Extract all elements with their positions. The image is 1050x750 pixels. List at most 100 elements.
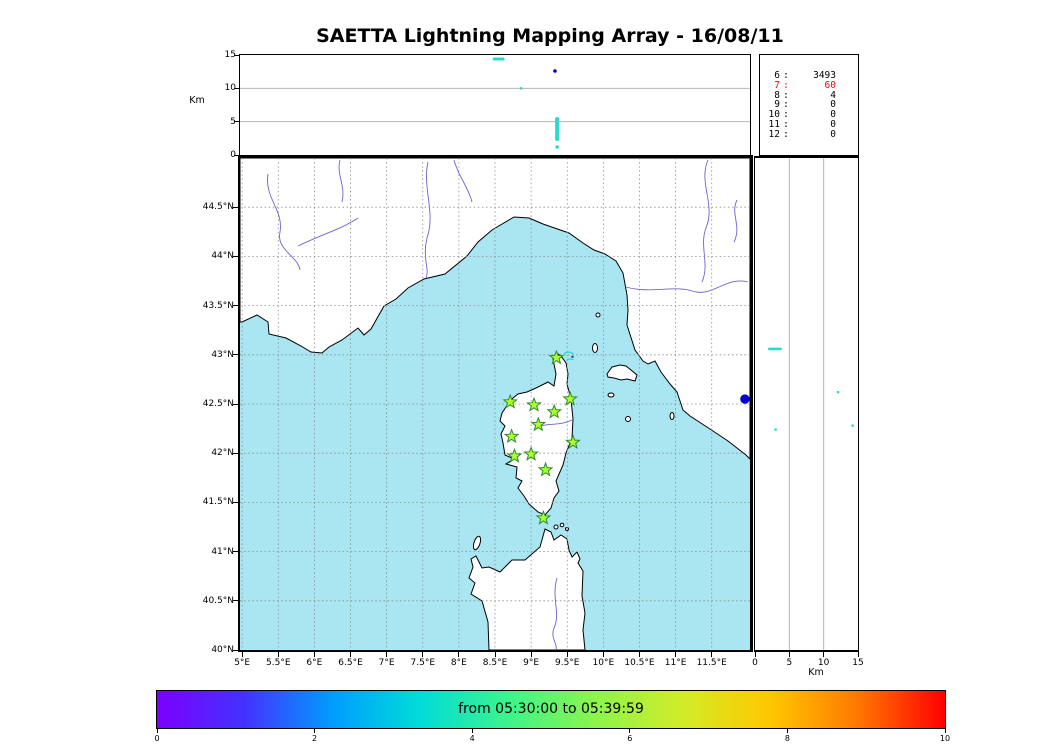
lon-tick-mark: [241, 652, 243, 657]
lma-station-star: [506, 448, 523, 463]
separator: :: [783, 128, 789, 140]
elba-island: [606, 364, 638, 382]
lat-tick-label: 44.5°N: [202, 202, 234, 213]
lat-tick-label: 40°N: [211, 645, 234, 655]
altitude-longitude-panel: [240, 55, 750, 155]
river-line: [424, 161, 431, 279]
source-count: 60: [824, 79, 836, 91]
station-count-row: 7: 60: [766, 79, 858, 91]
lightning-dash: [767, 347, 782, 351]
lon-tick-label: 7°E: [378, 658, 395, 668]
river-line: [733, 199, 738, 243]
lat-tick-label: 43.5°N: [202, 300, 234, 311]
station-count-row: 8: 4: [766, 89, 858, 101]
colorbar-tick-label: 4: [469, 734, 475, 743]
lon-tick-mark: [458, 652, 460, 657]
lightning-events-layer: [562, 351, 750, 404]
lon-tick-mark: [530, 652, 532, 657]
lon-tick-label: 6.5°E: [338, 658, 363, 668]
colorbar-tick-mark: [944, 729, 946, 733]
colorbar-tick-label: 0: [154, 734, 160, 743]
station-count-row: 12: 0: [766, 128, 858, 140]
lma-station-star: [546, 403, 563, 419]
colorbar-tick-mark: [314, 729, 316, 733]
river-line: [625, 280, 749, 293]
lon-tick-mark: [494, 652, 496, 657]
colorbar-tick-label: 10: [939, 734, 951, 743]
source-count: 3493: [813, 70, 836, 81]
figure-title: SAETTA Lightning Mapping Array - 16/08/1…: [316, 25, 784, 47]
lma-station-star: [530, 416, 547, 432]
lma-station-star: [523, 445, 539, 461]
colorbar: from 05:30:00 to 05:39:59: [157, 691, 945, 728]
lightning-dash: [492, 57, 505, 61]
top-km-tick-label: 15: [224, 50, 236, 60]
top-panel-km-label: Km: [189, 95, 205, 106]
colorbar-tick-mark: [629, 729, 631, 733]
station-id: 6: [774, 70, 780, 81]
lat-tick-label: 40.5°N: [202, 595, 234, 606]
separator: :: [783, 99, 789, 111]
event-flash-arc: [566, 358, 574, 362]
lightning-column: [555, 117, 560, 141]
lma-station-star: [537, 461, 554, 477]
station-count-row: 11: 0: [766, 120, 858, 130]
lon-tick-label: 9.5°E: [554, 658, 580, 668]
lat-tick-label: 42°N: [211, 448, 234, 459]
altitude-latitude-panel-frame: [754, 156, 859, 652]
river-line: [552, 577, 558, 650]
station-count-row: 10: 0: [766, 110, 858, 120]
colorbar-tick-mark: [156, 729, 158, 733]
station-id: 8: [774, 89, 780, 101]
event-cluster-dot: [740, 394, 750, 404]
station-id: 9: [774, 99, 780, 111]
lma-station-star: [503, 428, 520, 444]
lma-station-star: [548, 349, 565, 365]
right-km-tick-mark: [857, 652, 859, 657]
river-line: [267, 173, 301, 271]
source-count: 0: [830, 99, 836, 111]
lat-tick-label: 41°N: [211, 546, 234, 557]
lat-tick-label: 43°N: [211, 349, 234, 360]
lma-station-star: [562, 390, 578, 406]
lon-tick-mark: [277, 652, 279, 657]
right-km-tick-label: 0: [752, 658, 758, 668]
right-km-tick-mark: [754, 652, 756, 657]
station-id: 10: [768, 109, 780, 121]
lon-tick-label: 7.5°E: [410, 658, 436, 668]
right-km-tick-mark: [823, 652, 825, 657]
source-count: 4: [830, 89, 836, 101]
altitude-longitude-plot: [240, 57, 750, 149]
lma-stations-layer: [502, 349, 581, 525]
source-count: 0: [830, 109, 836, 121]
colorbar-tick-mark: [786, 729, 788, 733]
lon-tick-label: 6°E: [306, 658, 323, 668]
lightning-speck: [774, 428, 777, 431]
station-id: 7: [774, 79, 780, 91]
capraia-island: [592, 343, 598, 353]
lat-tick-label: 42.5°N: [202, 399, 234, 409]
lon-tick-label: 11.5°E: [696, 658, 727, 668]
lightning-dot: [553, 69, 557, 73]
maddalena-island: [553, 524, 559, 530]
lat-tick-label: 41.5°N: [202, 497, 234, 508]
lon-tick-mark: [566, 652, 568, 657]
station-counts-list: 6: 3493 7: 60 8: 4 9: 0 10: 0 11: 0 12: 0: [760, 55, 858, 140]
colorbar-tick-label: 6: [627, 734, 633, 743]
lon-tick-label: 10°E: [592, 658, 615, 668]
pianosa-island: [607, 392, 615, 398]
river-line: [338, 159, 344, 203]
station-count-row: 9: 0: [766, 100, 858, 110]
altitude-latitude-plot: [767, 158, 854, 650]
top-km-tick-label: 5: [230, 116, 236, 127]
plan-view-map: [240, 158, 750, 650]
lon-tick-label: 9°E: [523, 658, 540, 668]
river-line: [540, 419, 573, 427]
river-line: [453, 159, 473, 203]
lon-tick-label: 5.5°E: [266, 658, 291, 668]
station-counts-frame: 6: 3493 7: 60 8: 4 9: 0 10: 0 11: 0 12: 0: [759, 54, 859, 156]
altitude-latitude-panel: [755, 158, 858, 650]
station-id: 11: [768, 118, 780, 130]
lightning-dot: [555, 145, 559, 149]
